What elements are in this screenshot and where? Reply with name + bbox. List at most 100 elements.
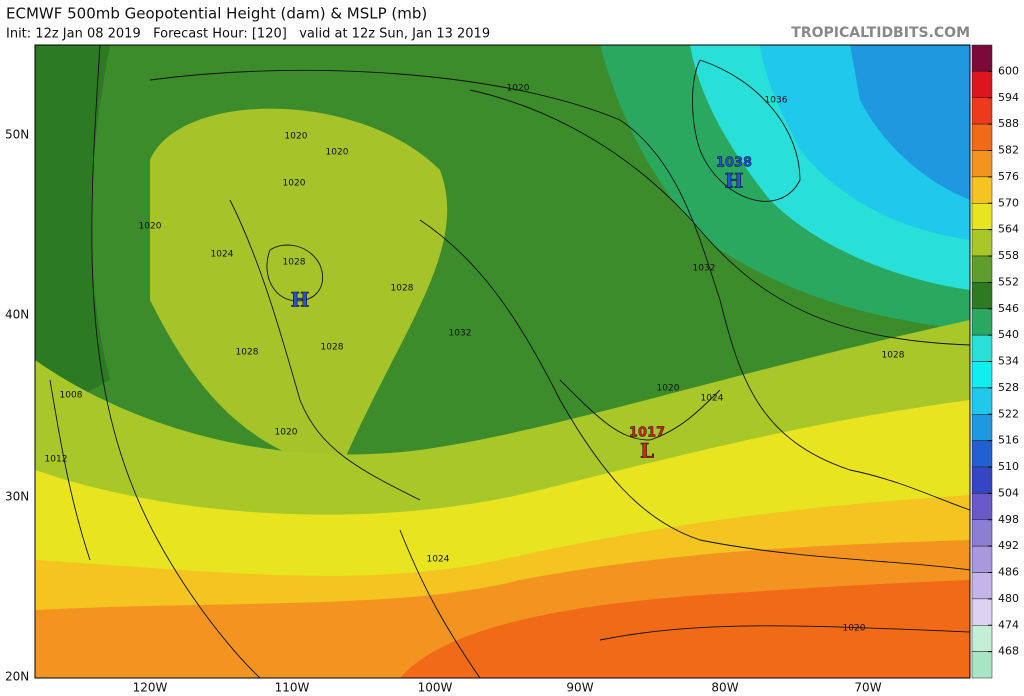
center-symbol: H	[725, 169, 744, 193]
colorbar-cell	[971, 625, 993, 652]
colorbar: 600 594 588 582 576 570 564 558 552 546 540 534 528 5…	[971, 44, 1019, 679]
colorbar-cell	[971, 334, 993, 362]
longitude-label: 120W	[133, 681, 168, 695]
center-value: 1038	[716, 156, 752, 171]
isobar-label: 1028	[391, 284, 414, 294]
colorbar-cell	[971, 255, 993, 283]
colorbar-cell	[971, 440, 993, 468]
colorbar-cell	[971, 466, 993, 494]
isobar	[692, 59, 801, 202]
colorbar-label: 594	[998, 91, 1019, 104]
colorbar-cell	[971, 361, 993, 389]
latitude-label: 30N	[5, 490, 29, 504]
colorbar-cell	[971, 229, 993, 257]
colorbar-cell	[971, 545, 993, 573]
isobar	[266, 244, 324, 302]
colorbar-label: 480	[998, 592, 1019, 605]
isobar	[49, 379, 91, 561]
isobar-label: 1008	[60, 391, 83, 401]
center-symbol: H	[291, 288, 310, 312]
isobar-label: 1012	[45, 455, 68, 465]
isobar	[469, 89, 970, 346]
field-rockies	[150, 108, 448, 471]
isobar-label: 1020	[326, 148, 349, 158]
colorbar-label: 504	[998, 486, 1019, 499]
colorbar-label: 588	[998, 117, 1019, 130]
colorbar-cell	[971, 493, 993, 520]
isobar	[149, 69, 970, 511]
colorbar-label: 600	[998, 64, 1019, 77]
latitude-label: 20N	[5, 670, 29, 684]
colorbar-cell	[971, 308, 993, 336]
colorbar-cell	[971, 282, 993, 309]
isobar-label: 1024	[211, 250, 234, 260]
colorbar-cell	[971, 123, 993, 151]
isobar-label: 1020	[507, 84, 530, 94]
isobar	[91, 45, 261, 678]
longitude-label: 70W	[854, 681, 881, 695]
colorbar-label: 570	[998, 196, 1019, 209]
colorbar-cell	[971, 572, 993, 600]
isobar-label: 1020	[139, 222, 162, 232]
isobar-label: 1036	[765, 96, 788, 106]
isobar	[419, 219, 970, 571]
field-west	[35, 45, 110, 420]
isobar-label: 1028	[236, 348, 259, 358]
isobar-label: 1024	[701, 394, 724, 404]
isobar	[599, 625, 970, 641]
center-symbol: L	[640, 439, 654, 463]
colorbar-label: 558	[998, 249, 1019, 262]
center-value: 1017	[629, 426, 665, 441]
colorbar-cell	[971, 519, 993, 547]
colorbar-label: 516	[998, 434, 1019, 447]
colorbar-cell	[971, 44, 993, 72]
colorbar-label: 534	[998, 355, 1019, 368]
isobar-label: 1020	[657, 384, 680, 394]
longitude-label: 110W	[275, 681, 310, 695]
isobar	[229, 199, 421, 501]
isobar-label: 1024	[427, 555, 450, 565]
isobar-label: 1020	[275, 428, 298, 438]
source: TROPICALTIDBITS.COM	[791, 25, 970, 41]
colorbar-label: 498	[998, 513, 1019, 526]
colorbar-cell	[971, 598, 993, 626]
colorbar-cell	[971, 176, 993, 204]
isobar-label: 1020	[843, 624, 866, 634]
colorbar-label: 552	[998, 275, 1019, 288]
isobar-label: 1028	[283, 258, 306, 268]
colorbar-cell	[971, 71, 993, 98]
isobar	[399, 529, 481, 678]
colorbar-label: 564	[998, 223, 1019, 236]
isobar-label: 1020	[285, 132, 308, 142]
latitude-label: 40N	[5, 308, 29, 322]
colorbar-label: 510	[998, 460, 1019, 473]
colorbar-label: 528	[998, 381, 1019, 394]
title: ECMWF 500mb Geopotential Height (dam) & …	[6, 5, 427, 23]
colorbar-cell	[971, 203, 993, 230]
colorbar-label: 540	[998, 328, 1019, 341]
colorbar-cell	[971, 414, 993, 441]
map-frame	[34, 44, 971, 679]
colorbar-label: 522	[998, 407, 1019, 420]
isobar-label: 1020	[283, 179, 306, 189]
map-field	[35, 45, 970, 678]
subtitle: Init: 12z Jan 08 2019 Forecast Hour: [12…	[6, 27, 490, 42]
colorbar-label: 546	[998, 302, 1019, 315]
isobar-label: 1028	[882, 351, 905, 361]
colorbar-label: 486	[998, 566, 1019, 579]
colorbar-label: 576	[998, 170, 1019, 183]
colorbar-cell	[971, 651, 993, 679]
field-528	[850, 45, 970, 200]
colorbar-cell	[971, 150, 993, 178]
colorbar-cell	[971, 387, 993, 415]
colorbar-label: 492	[998, 539, 1019, 552]
latitude-label: 50N	[5, 128, 29, 142]
colorbar-cell	[971, 97, 993, 125]
longitude-label: 80W	[711, 681, 738, 695]
colorbar-label: 474	[998, 618, 1019, 631]
isobar	[559, 379, 721, 441]
longitude-label: 90W	[566, 681, 593, 695]
colorbar-label: 582	[998, 144, 1019, 157]
colorbar-label: 468	[998, 645, 1019, 658]
